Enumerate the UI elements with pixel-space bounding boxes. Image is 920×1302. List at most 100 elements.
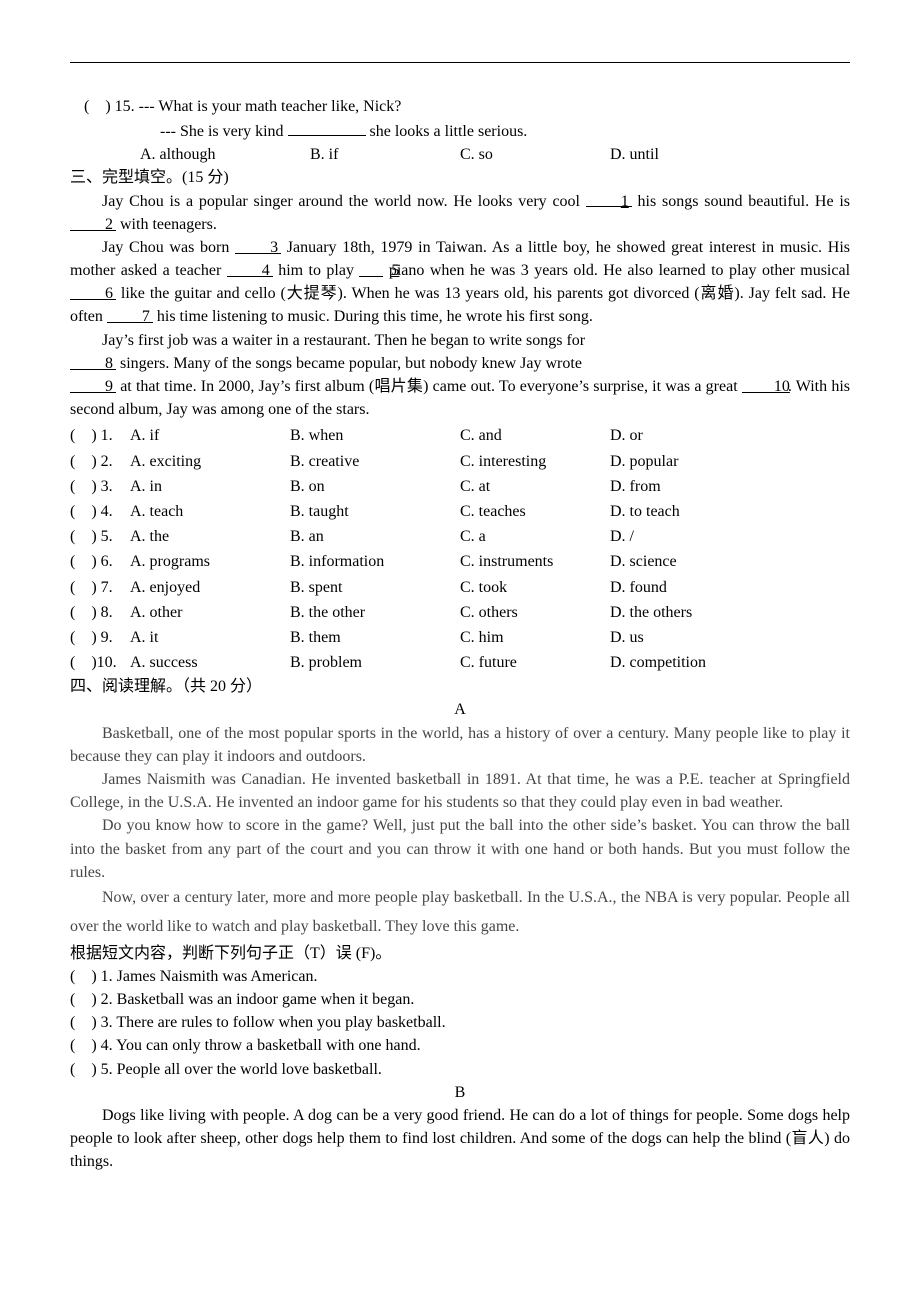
option-c[interactable]: C. and (460, 423, 610, 448)
q15-line2a: --- She is very kind (160, 123, 284, 140)
cloze-option-row: ( )10.A. successB. problemC. futureD. co… (70, 650, 850, 675)
passage-b-label: B (70, 1081, 850, 1104)
cloze-option-row: ( ) 8.A. otherB. the otherC. othersD. th… (70, 600, 850, 625)
cloze-p2a: Jay Chou was born (102, 239, 235, 256)
q15-opt-d[interactable]: D. until (610, 143, 760, 166)
option-a[interactable]: A. the (130, 524, 290, 549)
tf-item[interactable]: ( ) 1. James Naismith was American. (70, 965, 850, 988)
top-divider (70, 62, 850, 63)
q15-line1: ( ) 15. --- What is your math teacher li… (84, 98, 401, 115)
option-a[interactable]: A. it (130, 625, 290, 650)
option-a[interactable]: A. exciting (130, 449, 290, 474)
passage-a-p1: Basketball, one of the most popular spor… (70, 722, 850, 768)
option-d[interactable]: D. found (610, 575, 850, 600)
option-d[interactable]: D. from (610, 474, 850, 499)
option-num: ( ) 7. (70, 575, 130, 600)
cloze-p3c: at that time. In 2000, Jay’s first album… (116, 378, 742, 395)
cloze-blank-2[interactable]: 2 (70, 213, 116, 231)
cloze-p3a: Jay’s first job was a waiter in a restau… (102, 332, 585, 349)
tf-instruction: 根据短文内容，判断下列句子正（T）误 (F)。 (70, 942, 850, 965)
option-d[interactable]: D. or (610, 423, 850, 448)
option-b[interactable]: B. when (290, 423, 460, 448)
passage-a-p2: James Naismith was Canadian. He invented… (70, 768, 850, 814)
option-c[interactable]: C. instruments (460, 549, 610, 574)
cloze-option-row: ( ) 2.A. excitingB. creativeC. interesti… (70, 449, 850, 474)
option-b[interactable]: B. problem (290, 650, 460, 675)
cloze-blank-10[interactable]: 10 (742, 375, 788, 393)
q15-line2-wrap: --- She is very kind she looks a little … (70, 118, 850, 143)
section-3-heading: 三、完型填空。(15 分) (70, 166, 850, 189)
option-c[interactable]: C. at (460, 474, 610, 499)
option-num: ( ) 9. (70, 625, 130, 650)
passage-b-p1: Dogs like living with people. A dog can … (70, 1104, 850, 1174)
cloze-para-1: Jay Chou is a popular singer around the … (70, 190, 850, 236)
cloze-options-table: ( ) 1.A. ifB. whenC. andD. or( ) 2.A. ex… (70, 423, 850, 675)
cloze-blank-1[interactable]: 1 (586, 190, 632, 208)
option-d[interactable]: D. / (610, 524, 850, 549)
option-a[interactable]: A. if (130, 423, 290, 448)
option-a[interactable]: A. success (130, 650, 290, 675)
option-b[interactable]: B. on (290, 474, 460, 499)
cloze-option-row: ( ) 6.A. programsB. informationC. instru… (70, 549, 850, 574)
tf-item[interactable]: ( ) 4. You can only throw a basketball w… (70, 1034, 850, 1057)
option-a[interactable]: A. in (130, 474, 290, 499)
cloze-para-3: Jay’s first job was a waiter in a restau… (70, 329, 850, 422)
tf-item[interactable]: ( ) 5. People all over the world love ba… (70, 1058, 850, 1081)
option-a[interactable]: A. other (130, 600, 290, 625)
option-c[interactable]: C. took (460, 575, 610, 600)
option-b[interactable]: B. spent (290, 575, 460, 600)
option-num: ( ) 4. (70, 499, 130, 524)
q15-opt-a[interactable]: A. although (140, 143, 310, 166)
cloze-option-row: ( ) 7.A. enjoyedB. spentC. tookD. found (70, 575, 850, 600)
q15-blank[interactable] (288, 118, 366, 136)
cloze-blank-8[interactable]: 8 (70, 352, 116, 370)
q15-opt-c[interactable]: C. so (460, 143, 610, 166)
option-d[interactable]: D. us (610, 625, 850, 650)
tf-item[interactable]: ( ) 3. There are rules to follow when yo… (70, 1011, 850, 1034)
tf-list: ( ) 1. James Naismith was American.( ) 2… (70, 965, 850, 1081)
option-num: ( ) 1. (70, 423, 130, 448)
option-c[interactable]: C. others (460, 600, 610, 625)
option-d[interactable]: D. the others (610, 600, 850, 625)
option-d[interactable]: D. science (610, 549, 850, 574)
option-d[interactable]: D. popular (610, 449, 850, 474)
question-15: ( ) 15. --- What is your math teacher li… (70, 95, 850, 118)
option-c[interactable]: C. teaches (460, 499, 610, 524)
cloze-blank-7[interactable]: 7 (107, 305, 153, 323)
cloze-blank-5[interactable]: 5 (359, 259, 383, 277)
option-a[interactable]: A. enjoyed (130, 575, 290, 600)
cloze-p2d: piano when he was 3 years old. He also l… (383, 262, 850, 279)
cloze-blank-3[interactable]: 3 (235, 236, 281, 254)
q15-opt-b[interactable]: B. if (310, 143, 460, 166)
option-b[interactable]: B. an (290, 524, 460, 549)
cloze-blank-4[interactable]: 4 (227, 259, 273, 277)
cloze-p3b: singers. Many of the songs became popula… (116, 355, 582, 372)
cloze-option-row: ( ) 5.A. theB. anC. aD. / (70, 524, 850, 549)
option-b[interactable]: B. creative (290, 449, 460, 474)
option-c[interactable]: C. interesting (460, 449, 610, 474)
section-4-heading: 四、阅读理解。（共 20 分） (70, 675, 850, 698)
option-num: ( ) 2. (70, 449, 130, 474)
cloze-option-row: ( ) 9.A. itB. themC. himD. us (70, 625, 850, 650)
option-b[interactable]: B. them (290, 625, 460, 650)
cloze-blank-9[interactable]: 9 (70, 375, 116, 393)
passage-a: Basketball, one of the most popular spor… (70, 722, 850, 942)
option-c[interactable]: C. future (460, 650, 610, 675)
passage-a-label: A (70, 698, 850, 721)
option-c[interactable]: C. him (460, 625, 610, 650)
option-a[interactable]: A. programs (130, 549, 290, 574)
option-a[interactable]: A. teach (130, 499, 290, 524)
cloze-blank-6[interactable]: 6 (70, 282, 116, 300)
option-b[interactable]: B. the other (290, 600, 460, 625)
tf-item[interactable]: ( ) 2. Basketball was an indoor game whe… (70, 988, 850, 1011)
cloze-p2c: him to play (273, 262, 360, 279)
option-c[interactable]: C. a (460, 524, 610, 549)
option-num: ( ) 5. (70, 524, 130, 549)
option-d[interactable]: D. to teach (610, 499, 850, 524)
option-b[interactable]: B. information (290, 549, 460, 574)
q15-choices: A. although B. if C. so D. until (70, 143, 850, 166)
option-d[interactable]: D. competition (610, 650, 850, 675)
cloze-option-row: ( ) 1.A. ifB. whenC. andD. or (70, 423, 850, 448)
option-b[interactable]: B. taught (290, 499, 460, 524)
cloze-p2f: his time listening to music. During this… (153, 308, 593, 325)
